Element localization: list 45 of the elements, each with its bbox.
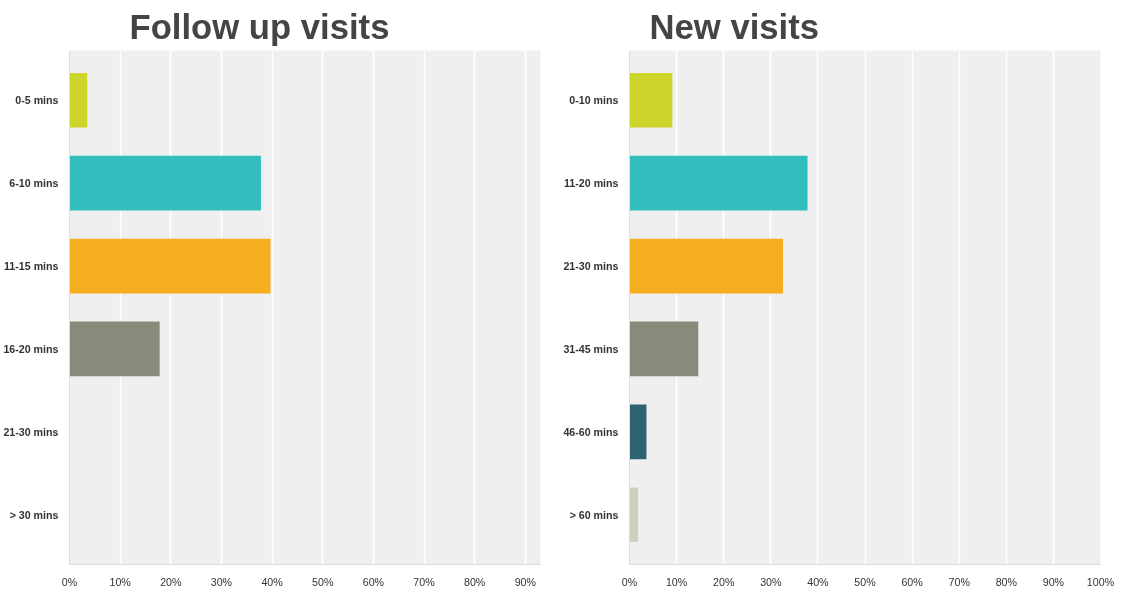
x-tick-label: 50%: [854, 575, 877, 588]
x-tick-label: 80%: [995, 575, 1018, 588]
x-tick-label: 40%: [261, 575, 284, 588]
x-tick-label: 0%: [621, 575, 638, 588]
y-tick-label: 0-10 mins: [569, 94, 619, 107]
chart-title: Follow up visits: [129, 7, 390, 46]
bar: [69, 238, 271, 294]
bar: [629, 321, 699, 377]
x-tick-label: 10%: [665, 575, 688, 588]
x-tick-label: 30%: [760, 575, 782, 588]
x-tick-label: 70%: [413, 575, 436, 588]
bar: [629, 404, 647, 460]
bar: [69, 155, 261, 211]
x-tick-label: 20%: [160, 575, 182, 588]
bar: [629, 487, 638, 543]
bar: [629, 238, 784, 294]
chart-title: New visits: [649, 7, 820, 46]
x-tick-label: 90%: [514, 575, 537, 588]
y-tick-label: 31-45 mins: [563, 342, 619, 355]
y-tick-label: 11-15 mins: [4, 260, 59, 273]
x-tick-label: 10%: [109, 575, 132, 588]
bar: [629, 72, 673, 128]
x-tick-label: 50%: [312, 575, 334, 588]
y-tick-label: 0-5 mins: [15, 94, 59, 107]
x-tick-label: 30%: [210, 575, 233, 588]
y-tick-label: 11-20 mins: [564, 177, 619, 190]
y-tick-label: 21-30 mins: [3, 425, 59, 438]
bar: [69, 321, 160, 377]
bar: [629, 155, 808, 211]
x-tick-label: 20%: [713, 575, 735, 588]
y-tick-label: 46-60 mins: [563, 425, 619, 438]
y-tick-label: > 60 mins: [569, 508, 619, 521]
x-tick-label: 40%: [807, 575, 830, 588]
x-tick-label: 60%: [901, 575, 924, 588]
x-tick-label: 0%: [61, 575, 78, 588]
y-tick-label: 21-30 mins: [563, 260, 619, 273]
x-tick-label: 80%: [464, 575, 486, 588]
x-tick-label: 90%: [1042, 575, 1065, 588]
bar: [69, 72, 88, 128]
x-tick-label: 100%: [1086, 575, 1115, 588]
y-tick-label: > 30 mins: [9, 508, 59, 521]
x-tick-label: 70%: [948, 575, 971, 588]
y-tick-label: 6-10 mins: [9, 177, 59, 190]
y-tick-label: 16-20 mins: [3, 342, 59, 355]
x-tick-label: 60%: [362, 575, 385, 588]
